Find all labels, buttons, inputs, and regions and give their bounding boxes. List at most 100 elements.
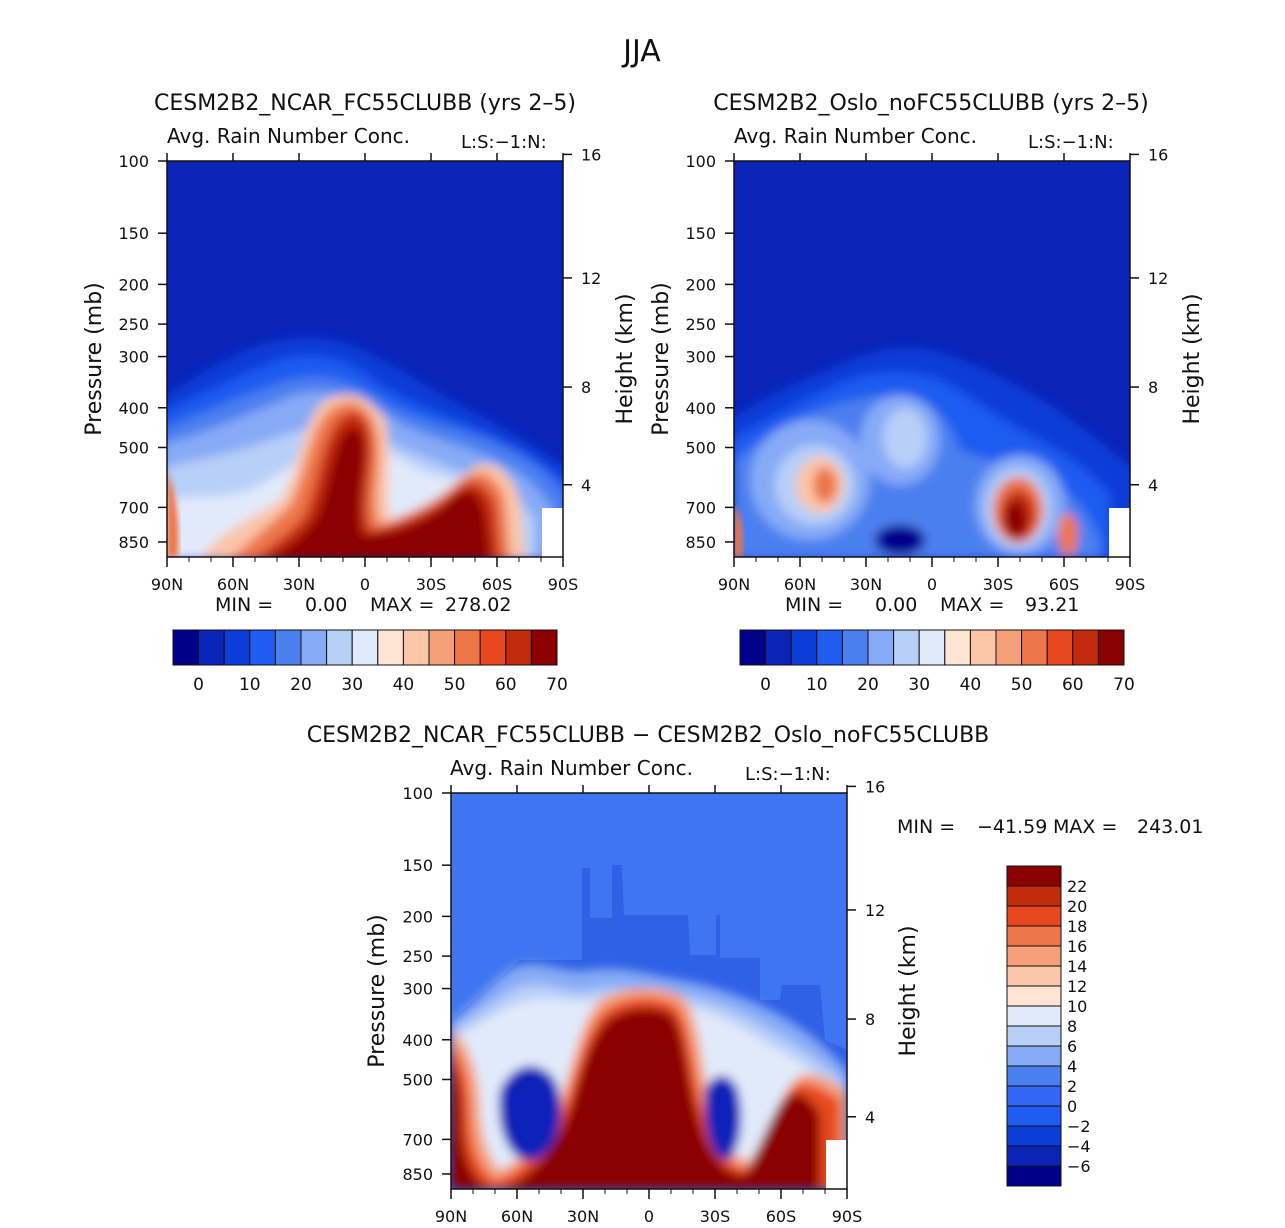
colorbar-swatch — [300, 629, 328, 666]
diff-min-value: −41.59 — [977, 816, 1047, 838]
oslo-contour-level-5-mid — [883, 408, 927, 468]
latitude-tick-label: 30N — [567, 1207, 599, 1226]
colorbar-label: 16 — [1067, 937, 1087, 956]
colorbar-swatch — [1006, 1065, 1062, 1087]
colorbar-swatch — [274, 629, 302, 666]
latitude-tick-label: 60N — [501, 1207, 533, 1226]
oslo-axis-ticks: 100 150 200 250 300 400 500 700 850 16 12 8 4 90N 60N 3… — [685, 145, 1168, 594]
pressure-tick-label: 200 — [118, 275, 149, 294]
colorbar-swatch — [944, 629, 971, 666]
ncar-ylabel: Pressure (mb) — [82, 282, 107, 436]
colorbar-swatch — [918, 629, 946, 666]
colorbar-swatch — [1006, 965, 1062, 987]
latitude-tick-label: 90S — [1115, 575, 1146, 594]
pressure-tick-label: 700 — [118, 498, 149, 517]
diff-missing-data — [826, 1140, 847, 1189]
diff-corner-label: L:S:−1:N: — [745, 764, 831, 785]
latitude-tick-label: 0 — [644, 1207, 654, 1226]
diff-max-label: MAX = — [1053, 816, 1117, 838]
ncar-min-label: MIN = — [215, 594, 273, 616]
pressure-tick-label: 850 — [118, 533, 149, 552]
oslo-subtitle: Avg. Rain Number Conc. — [734, 124, 977, 148]
colorbar-label: 40 — [393, 675, 415, 695]
ncar-min-value: 0.00 — [305, 594, 347, 616]
colorbar-swatch — [1021, 629, 1048, 666]
colorbar-label: 40 — [960, 675, 982, 695]
colorbar-label: 10 — [239, 675, 261, 695]
colorbar-label: 50 — [1011, 675, 1033, 695]
colorbar-label: 50 — [444, 675, 466, 695]
ncar-stats: MIN = 0.00 MAX = 278.02 — [215, 594, 511, 616]
colorbar-swatch — [377, 629, 404, 666]
latitude-tick-label: 60S — [766, 1207, 797, 1226]
ncar-colorbar: 0 10 20 30 40 50 60 70 — [172, 629, 568, 695]
ncar-missing-data — [542, 508, 563, 557]
diff-blue-pocket-right — [704, 1075, 742, 1161]
latitude-tick-label: 0 — [927, 575, 937, 594]
diff-ylabel: Pressure (mb) — [365, 914, 390, 1068]
latitude-tick-label: 60S — [482, 575, 513, 594]
ncar-contour-field — [167, 161, 563, 557]
colorbar-swatch — [816, 629, 843, 666]
latitude-tick-label: 60N — [217, 575, 249, 594]
height-tick-label: 8 — [581, 378, 591, 397]
oslo-min-value: 0.00 — [875, 594, 917, 616]
latitude-tick-label: 30N — [850, 575, 882, 594]
oslo-dark-patch — [875, 525, 925, 555]
latitude-tick-label: 30N — [283, 575, 315, 594]
colorbar-swatch — [841, 629, 869, 666]
oslo-corner-label: L:S:−1:N: — [1028, 132, 1114, 153]
height-tick-label: 12 — [581, 269, 601, 288]
panel-oslo: CESM2B2_Oslo_noFC55CLUBB (yrs 2–5) Avg. … — [649, 91, 1205, 695]
colorbar-label: 20 — [290, 675, 312, 695]
colorbar-swatch — [172, 629, 200, 666]
colorbar-label: −4 — [1067, 1137, 1091, 1156]
colorbar-label: 0 — [1067, 1097, 1077, 1116]
colorbar-swatch — [1006, 925, 1062, 947]
pressure-tick-label: 400 — [118, 399, 149, 418]
height-tick-label: 12 — [865, 901, 885, 920]
pressure-tick-label: 250 — [685, 315, 716, 334]
pressure-tick-label: 150 — [685, 224, 716, 243]
colorbar-swatch — [428, 629, 456, 666]
pressure-tick-label: 400 — [685, 399, 716, 418]
colorbar-swatch — [739, 629, 767, 666]
pressure-tick-label: 150 — [402, 856, 433, 875]
ncar-contour-level-10 — [273, 426, 490, 557]
latitude-tick-label: 60S — [1049, 575, 1080, 594]
colorbar-label: 6 — [1067, 1037, 1077, 1056]
colorbar-swatch — [1006, 985, 1062, 1007]
pressure-tick-label: 300 — [402, 980, 433, 999]
colorbar-swatch — [995, 629, 1023, 666]
colorbar-label: 20 — [857, 675, 879, 695]
oslo-contour-level-7-left — [813, 467, 837, 503]
latitude-tick-label: 30S — [416, 575, 447, 594]
pressure-tick-label: 400 — [402, 1031, 433, 1050]
colorbar-label: 0 — [193, 675, 204, 695]
colorbar-swatch — [1006, 1025, 1062, 1047]
ncar-title: CESM2B2_NCAR_FC55CLUBB (yrs 2–5) — [154, 91, 576, 116]
colorbar-label: 12 — [1067, 977, 1087, 996]
ncar-y2label: Height (km) — [613, 293, 638, 424]
colorbar-swatch — [1006, 1045, 1062, 1067]
colorbar-swatch — [1097, 629, 1125, 666]
colorbar-swatch — [326, 629, 353, 666]
pressure-tick-label: 300 — [118, 348, 149, 367]
pressure-tick-label: 100 — [118, 152, 149, 171]
colorbar-label: −6 — [1067, 1157, 1091, 1176]
diff-y2label: Height (km) — [896, 925, 921, 1056]
colorbar-swatch — [1006, 1105, 1062, 1127]
height-tick-label: 4 — [865, 1108, 875, 1127]
colorbar-swatch — [867, 629, 895, 666]
diff-stats: MIN = −41.59 MAX = 243.01 — [897, 816, 1203, 838]
colorbar-label: 14 — [1067, 957, 1087, 976]
colorbar-label: 10 — [806, 675, 828, 695]
colorbar-swatch — [1006, 1005, 1062, 1027]
colorbar-swatch — [479, 629, 507, 666]
height-tick-label: 16 — [1148, 145, 1168, 164]
colorbar-swatch — [249, 629, 276, 666]
colorbar-swatch — [790, 629, 818, 666]
diff-blue-pocket-left — [499, 1066, 562, 1161]
pressure-tick-label: 100 — [402, 784, 433, 803]
height-tick-label: 16 — [581, 145, 601, 164]
